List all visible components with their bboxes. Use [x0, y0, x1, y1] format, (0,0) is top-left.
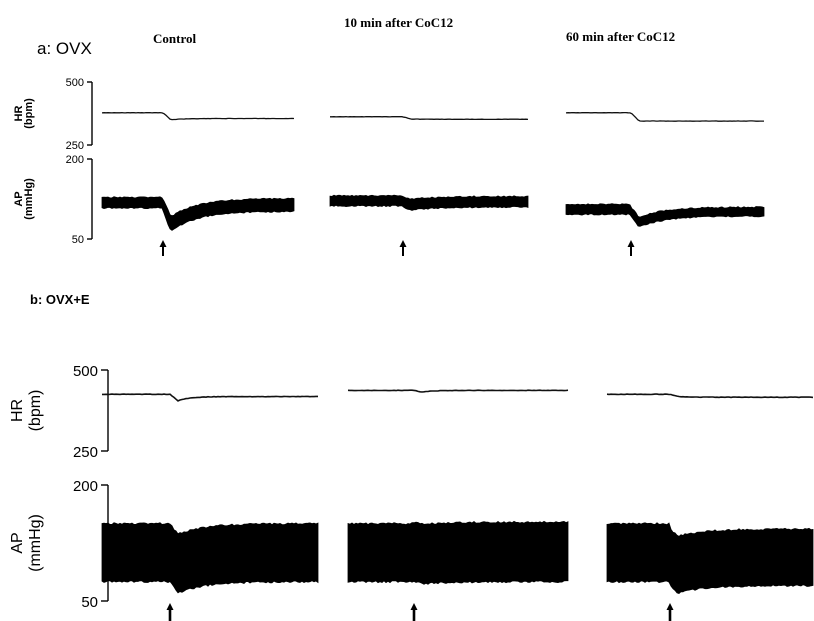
panel-a-label: a: OVX [37, 39, 92, 58]
ap-trace-2 [347, 520, 569, 585]
condition-label-10min: 10 min after CoC12 [344, 15, 453, 30]
y-axis-label-ap: AP(mmHg) [9, 514, 44, 572]
panel-b-chart: 500 250 HR(bpm) 200 50 AP(mmHg) [9, 363, 814, 621]
y-tick-label: 200 [66, 154, 84, 166]
panel-a-chart: 500 250 HR(bpm) 200 50 AP(mmHg) [13, 77, 765, 256]
stimulus-arrow-icon [399, 240, 407, 256]
y-tick-label: 250 [66, 140, 84, 152]
hr-trace-3 [565, 111, 764, 122]
y-tick-label: 250 [73, 444, 98, 461]
y-tick-label: 500 [66, 77, 84, 89]
y-axis-label-ap: AP(mmHg) [13, 178, 35, 220]
y-tick-label: 50 [72, 234, 84, 246]
condition-labels: Control 10 min after CoC12 60 min after … [30, 15, 675, 307]
condition-label-control: Control [153, 31, 196, 46]
y-axis-label-hr: HR(bpm) [13, 98, 35, 129]
y-tick-label: 50 [81, 594, 98, 611]
ap-trace-1 [101, 522, 319, 594]
ap-trace-2 [329, 194, 529, 211]
ap-trace-3 [606, 522, 814, 594]
hr-trace-1 [101, 111, 295, 121]
stimulus-arrow-icon [159, 240, 167, 256]
hr-trace-3 [606, 393, 814, 399]
stimulus-arrow-icon [410, 603, 418, 621]
stimulus-arrow-icon [166, 603, 174, 621]
y-tick-label: 500 [73, 363, 98, 380]
hr-trace-2 [330, 115, 529, 121]
hr-trace-1 [102, 393, 318, 402]
ap-trace-3 [565, 203, 765, 227]
condition-label-60min: 60 min after CoC12 [566, 29, 675, 44]
y-axis-label-hr: HR(bpm) [9, 390, 44, 432]
stimulus-arrow-icon [666, 603, 674, 621]
stimulus-arrow-icon [627, 240, 635, 256]
panel-b-label: b: OVX+E [30, 292, 90, 307]
hr-trace-2 [347, 389, 569, 393]
ap-trace-1 [101, 196, 295, 231]
y-tick-label: 200 [73, 478, 98, 495]
